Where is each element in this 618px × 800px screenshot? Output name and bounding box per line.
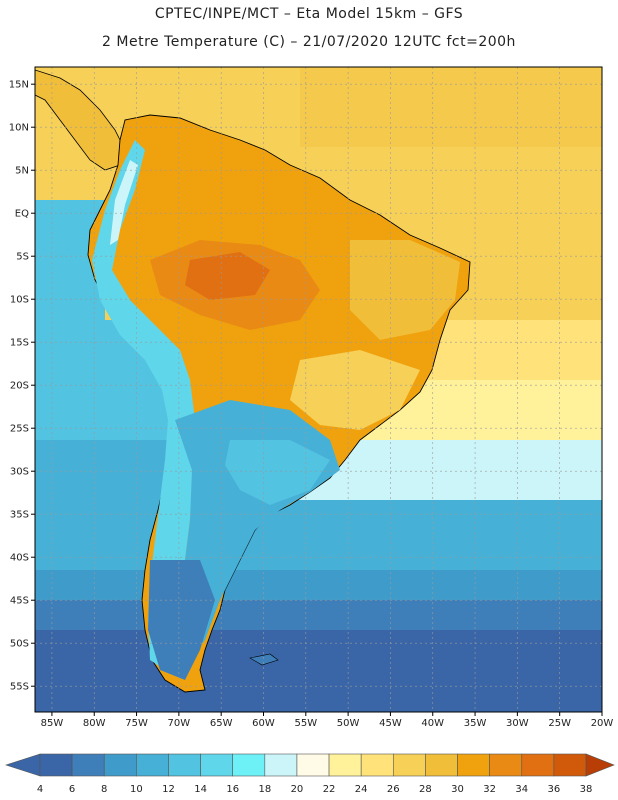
lon-label: 60W	[252, 718, 275, 729]
colorbar-label: 24	[355, 784, 368, 795]
colorbar-swatch	[71, 753, 105, 777]
field-band-50s	[35, 630, 602, 712]
lon-label: 40W	[421, 718, 444, 729]
colorbar-arrow-left	[5, 753, 41, 777]
colorbar-swatch	[232, 753, 266, 777]
southeast-brazil-region	[290, 350, 420, 430]
colorbar-label: 28	[419, 784, 432, 795]
colorbar-swatch	[136, 753, 169, 777]
lat-label: 30S	[10, 467, 29, 478]
colorbar-swatch	[457, 753, 490, 777]
colorbar-label: 8	[101, 784, 107, 795]
colorbar-label: 16	[226, 784, 239, 795]
colorbar-swatch	[39, 753, 73, 777]
amazon-hottest-core	[185, 252, 270, 300]
colorbar-swatch	[168, 753, 201, 777]
field-pacific-band-3	[35, 440, 185, 500]
andes-cold-spine	[92, 140, 195, 670]
colombian-andes	[110, 160, 138, 245]
lat-label: 5S	[16, 252, 29, 263]
colorbar-label: 18	[258, 784, 271, 795]
lat-label: 55S	[10, 682, 29, 693]
colorbar-swatch	[200, 753, 234, 777]
colorbar-label: 20	[291, 784, 304, 795]
lat-label: 50S	[10, 639, 29, 650]
lon-label: 80W	[83, 718, 106, 729]
latitude-labels: 15N 10N 5N EQ 5S 10S 15S 20S 25S 30S 35S 40S 45S 50S 5…	[9, 80, 35, 693]
lat-label: 15S	[10, 338, 29, 349]
lat-label: 10S	[10, 295, 29, 306]
title-line-1: CPTEC/INPE/MCT – Eta Model 15km – GFS	[154, 6, 464, 22]
lon-label: 65W	[210, 718, 233, 729]
falkland-islands	[249, 653, 279, 666]
lon-label: 55W	[294, 718, 317, 729]
colorbar-label: 26	[387, 784, 400, 795]
lat-label: 40S	[10, 553, 29, 564]
lat-label: EQ	[15, 209, 29, 220]
map-field	[35, 67, 602, 712]
central-america-land	[35, 69, 126, 171]
lon-label: 50W	[337, 718, 360, 729]
patagonia-region	[148, 560, 215, 680]
map-frame	[34, 66, 603, 713]
colorbar-label: 38	[580, 784, 593, 795]
colorbar-swatch	[264, 753, 298, 777]
longitude-labels: 85W 80W 75W 70W 65W 60W 55W 50W 45W 40W 35W 30W 25W 2…	[41, 712, 614, 729]
colorbar-label: 36	[548, 784, 561, 795]
lon-label: 85W	[41, 718, 64, 729]
lon-label: 70W	[168, 718, 191, 729]
colorbar-label: 14	[194, 784, 207, 795]
colorbar-swatch	[521, 753, 555, 777]
colorbar-labels: 4 6 8 10 12 14 16 18 20 22 24 26 28 30 32 34 36 38	[37, 784, 593, 795]
colorbar-label: 22	[323, 784, 336, 795]
lon-label: 20W	[591, 718, 614, 729]
lon-label: 45W	[379, 718, 402, 729]
colorbar-swatch	[103, 753, 137, 777]
lat-label: 35S	[10, 510, 29, 521]
northeast-brazil-region	[350, 240, 460, 340]
colorbar-label: 4	[37, 784, 43, 795]
colorbar-swatch	[296, 753, 330, 777]
lat-label: 5N	[15, 166, 29, 177]
colorbar	[5, 753, 615, 777]
colorbar-label: 32	[483, 784, 496, 795]
colorbar-swatch	[360, 753, 394, 777]
lat-label: 15N	[9, 80, 29, 91]
colorbar-swatch	[392, 753, 426, 777]
colorbar-swatch	[425, 753, 458, 777]
colorbar-arrow-right	[585, 753, 615, 777]
colorbar-label: 6	[69, 784, 75, 795]
lat-label: 45S	[10, 596, 29, 607]
lon-label: 75W	[125, 718, 148, 729]
colorbar-swatch	[553, 753, 587, 777]
lon-label: 30W	[506, 718, 529, 729]
lat-label: 10N	[9, 123, 29, 134]
colorbar-label: 30	[451, 784, 464, 795]
title-line-2: 2 Metre Temperature (C) – 21/07/2020 12U…	[102, 34, 516, 50]
field-caribbean-warm	[300, 67, 602, 147]
colorbar-swatch	[489, 753, 523, 777]
colorbar-swatch	[328, 753, 362, 777]
lat-label: 25S	[10, 424, 29, 435]
pampas-region	[225, 440, 330, 505]
lon-label: 25W	[548, 718, 571, 729]
field-band-46s	[35, 600, 602, 630]
colorbar-label: 12	[162, 784, 175, 795]
lon-label: 35W	[464, 718, 487, 729]
colorbar-label: 10	[130, 784, 143, 795]
field-band-35s	[35, 500, 602, 570]
colorbar-label: 34	[515, 784, 528, 795]
lat-label: 20S	[10, 381, 29, 392]
